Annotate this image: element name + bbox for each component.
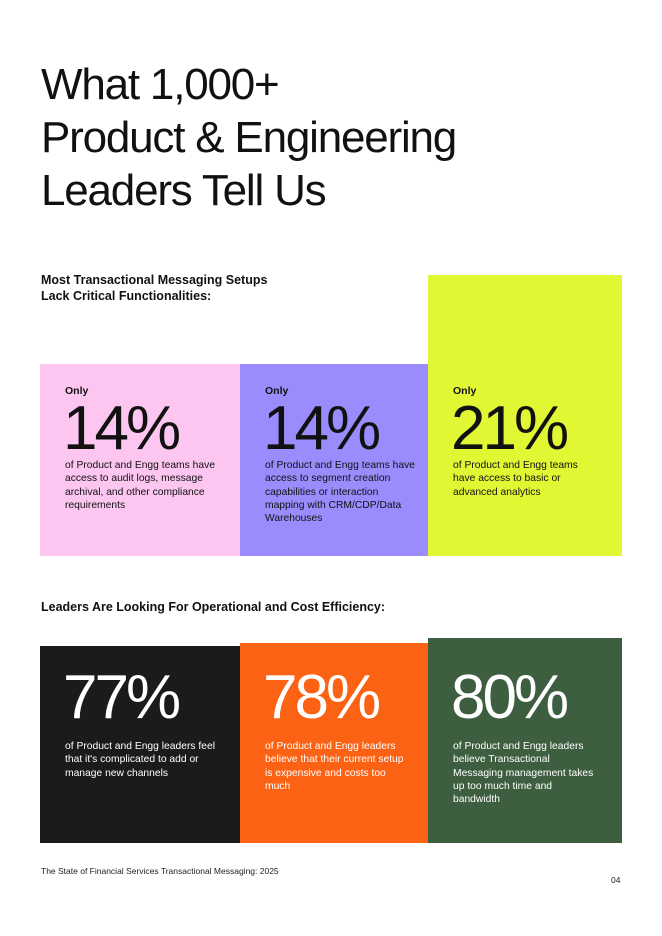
stat-value: 80% <box>451 663 569 732</box>
page-title: What 1,000+ Product & Engineering Leader… <box>41 58 457 217</box>
stat-description: of Product and Engg leaders believe Tran… <box>453 741 594 806</box>
section-heading-functionalities: Most Transactional Messaging Setups Lack… <box>41 272 267 304</box>
page-title-line-3: Leaders Tell Us <box>41 166 327 215</box>
section-heading-text: Leaders Are Looking For Operational and … <box>41 600 386 614</box>
stat-card-segment-creation: Only 14% of Product and Engg teams have … <box>240 364 428 556</box>
page-title-line-1: What 1,000+ <box>41 60 280 109</box>
stat-value: 77% <box>63 663 181 732</box>
stat-description: of Product and Engg teams have access to… <box>65 460 215 511</box>
stat-card-cost: 78% of Product and Engg leaders believe … <box>240 643 428 843</box>
stat-value: 14% <box>63 394 181 463</box>
section-heading-line-2: Lack Critical Functionalities: <box>41 289 212 303</box>
section-heading-efficiency: Leaders Are Looking For Operational and … <box>41 599 385 615</box>
stat-card-channels: 77% of Product and Engg leaders feel tha… <box>40 646 240 843</box>
page-title-line-2: Product & Engineering <box>41 113 457 162</box>
stat-value: 78% <box>263 663 381 732</box>
stat-prefix: Only <box>65 385 89 397</box>
stat-description: of Product and Engg leaders believe that… <box>265 741 404 792</box>
section-heading-line-1: Most Transactional Messaging Setups <box>41 273 268 287</box>
stat-prefix: Only <box>265 385 289 397</box>
stat-prefix: Only <box>453 385 477 397</box>
stat-card-bandwidth: 80% of Product and Engg leaders believe … <box>428 638 622 843</box>
report-source-note: The State of Financial Services Transact… <box>41 866 279 876</box>
stat-value: 21% <box>451 394 569 463</box>
stat-card-analytics: Only 21% of Product and Engg teams have … <box>428 275 622 556</box>
stat-value: 14% <box>263 394 381 463</box>
stat-card-audit-logs: Only 14% of Product and Engg teams have … <box>40 364 240 556</box>
page-number: 04 <box>611 875 621 885</box>
stat-description: of Product and Engg leaders feel that it… <box>65 741 215 779</box>
stat-description: of Product and Engg teams have access to… <box>265 460 415 525</box>
stat-description: of Product and Engg teams have access to… <box>453 460 578 498</box>
